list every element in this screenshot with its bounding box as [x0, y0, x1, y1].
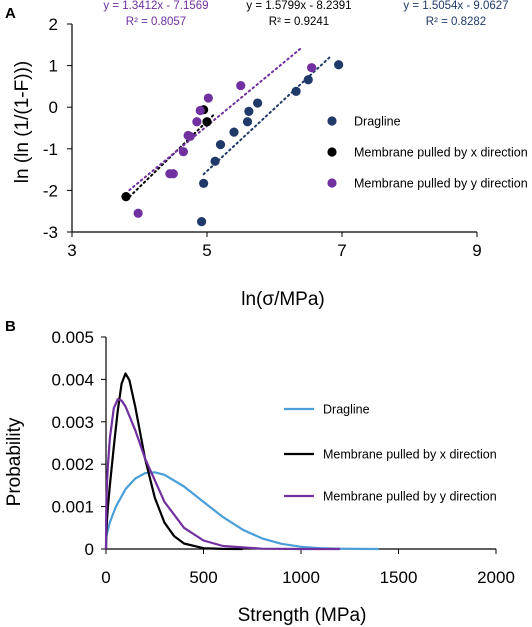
panel-b-ylabel: Probability	[4, 417, 25, 506]
panel-a-x-tick-label: 9	[472, 241, 481, 260]
panel-b-x-tick-label: 1500	[380, 568, 418, 587]
trendline-equation: y = 1.5799x - 8.2391	[246, 0, 351, 12]
panel-b-axes: 0 500 1000 1500 2000 0.005 0.004 0.003 0.002 0.00…	[51, 328, 514, 587]
data-point-series-2	[195, 105, 205, 116]
legend-label: Membrane pulled by x direction	[323, 448, 497, 462]
panel-b-y-tick-label: 0.002	[51, 455, 94, 474]
data-point-series-2	[307, 63, 317, 73]
panel-a-x-tick-label: 5	[202, 241, 211, 260]
trendline-2	[128, 46, 303, 192]
panel-b-x-tick-label: 0	[101, 568, 110, 587]
data-point-series-0	[199, 178, 209, 188]
trendline-r2: R² = 0.8057	[126, 16, 186, 28]
panel-b-y-tick-label: 0.001	[51, 498, 94, 517]
panel-b-x-tick-label: 1000	[282, 568, 320, 587]
data-point-series-0	[215, 140, 226, 150]
legend-label: Membrane pulled by y direction	[323, 490, 497, 504]
panel-a-points	[121, 60, 344, 227]
panel-a-y-tick-label: 0	[49, 98, 58, 117]
panel-a-ylabel: ln (ln (1/(1-F)))	[12, 61, 33, 183]
panel-a-y-tick-label: -3	[43, 223, 58, 242]
trendline-equation: y = 1.3412x - 7.1569	[103, 0, 208, 12]
panel-a-y-tick-label: -2	[43, 181, 58, 200]
data-point-series-2	[178, 147, 188, 157]
panel-b-lines	[104, 372, 380, 551]
legend-label: Membrane pulled by x direction	[354, 146, 528, 160]
panel-a-y-tick-label: 1	[49, 57, 58, 76]
data-point-series-1	[202, 117, 212, 127]
panel-b-y-tick-label: 0.005	[51, 328, 94, 347]
panel-a-x-tick-label: 3	[67, 241, 76, 260]
data-point-series-2	[185, 131, 195, 141]
legend-marker	[327, 178, 337, 188]
data-point-series-0	[242, 117, 253, 127]
panel-a-label: A	[5, 5, 16, 22]
panel-a-y-tick-label: -1	[43, 140, 58, 159]
distribution-line-series-2	[104, 398, 340, 551]
panel-a-x-tick-label: 7	[337, 241, 346, 260]
trendline-0	[202, 54, 333, 176]
data-point-series-0	[303, 75, 313, 85]
data-point-series-2	[133, 208, 143, 218]
data-point-series-0	[229, 127, 239, 137]
legend-label: Membrane pulled by y direction	[354, 177, 528, 191]
panel-b-x-tick-label: 500	[189, 568, 217, 587]
distribution-line-series-1	[104, 372, 243, 551]
data-point-series-0	[210, 156, 220, 166]
panel-b-y-tick-label: 0	[85, 540, 94, 559]
data-point-series-2	[192, 117, 202, 127]
panel-b: B 0 500 1000 1500 2000 0.005 0.004 0.003 0.002 0.…	[4, 318, 515, 626]
data-point-series-0	[197, 217, 207, 227]
data-point-series-2	[203, 93, 213, 103]
data-point-series-2	[168, 169, 178, 179]
data-point-series-1	[121, 192, 131, 202]
data-point-series-0	[291, 86, 301, 96]
panel-a-trendlines	[125, 46, 333, 202]
legend-marker	[327, 147, 337, 157]
panel-a-equations: y = 1.5054x - 9.0627 R² = 0.8282 y = 1.579…	[103, 0, 508, 28]
panel-b-x-tick-label: 2000	[477, 568, 515, 587]
panel-a-y-tick-label: 2	[49, 15, 58, 34]
panel-b-y-tick-label: 0.003	[51, 413, 94, 432]
panel-a-xlabel: ln(σ/MPa)	[241, 289, 325, 310]
trendline-r2: R² = 0.8282	[426, 16, 486, 28]
data-point-series-0	[253, 98, 263, 108]
legend-marker	[327, 116, 337, 126]
panel-a: A 3 5 7 9 2 1 0 -1 -2 -3 y = 1.5054x - 9.0627 R² =…	[5, 0, 528, 310]
data-point-series-0	[334, 60, 344, 70]
trendline-r2: R² = 0.9241	[269, 16, 329, 28]
legend-label: Dragline	[354, 115, 401, 129]
panel-a-axes: 3 5 7 9 2 1 0 -1 -2 -3	[43, 15, 482, 260]
data-point-series-2	[236, 80, 246, 91]
panel-b-xlabel: Strength (MPa)	[238, 605, 367, 626]
panel-b-label: B	[5, 318, 16, 335]
legend-label: Dragline	[323, 403, 370, 417]
distribution-line-series-0	[104, 471, 380, 551]
panel-a-legend: Dragline Membrane pulled by x direction Me…	[327, 115, 528, 191]
data-point-series-0	[244, 106, 254, 116]
panel-b-legend: Dragline Membrane pulled by x direction Me…	[284, 403, 497, 504]
panel-b-y-tick-label: 0.004	[51, 370, 94, 389]
trendline-equation: y = 1.5054x - 9.0627	[403, 0, 508, 12]
